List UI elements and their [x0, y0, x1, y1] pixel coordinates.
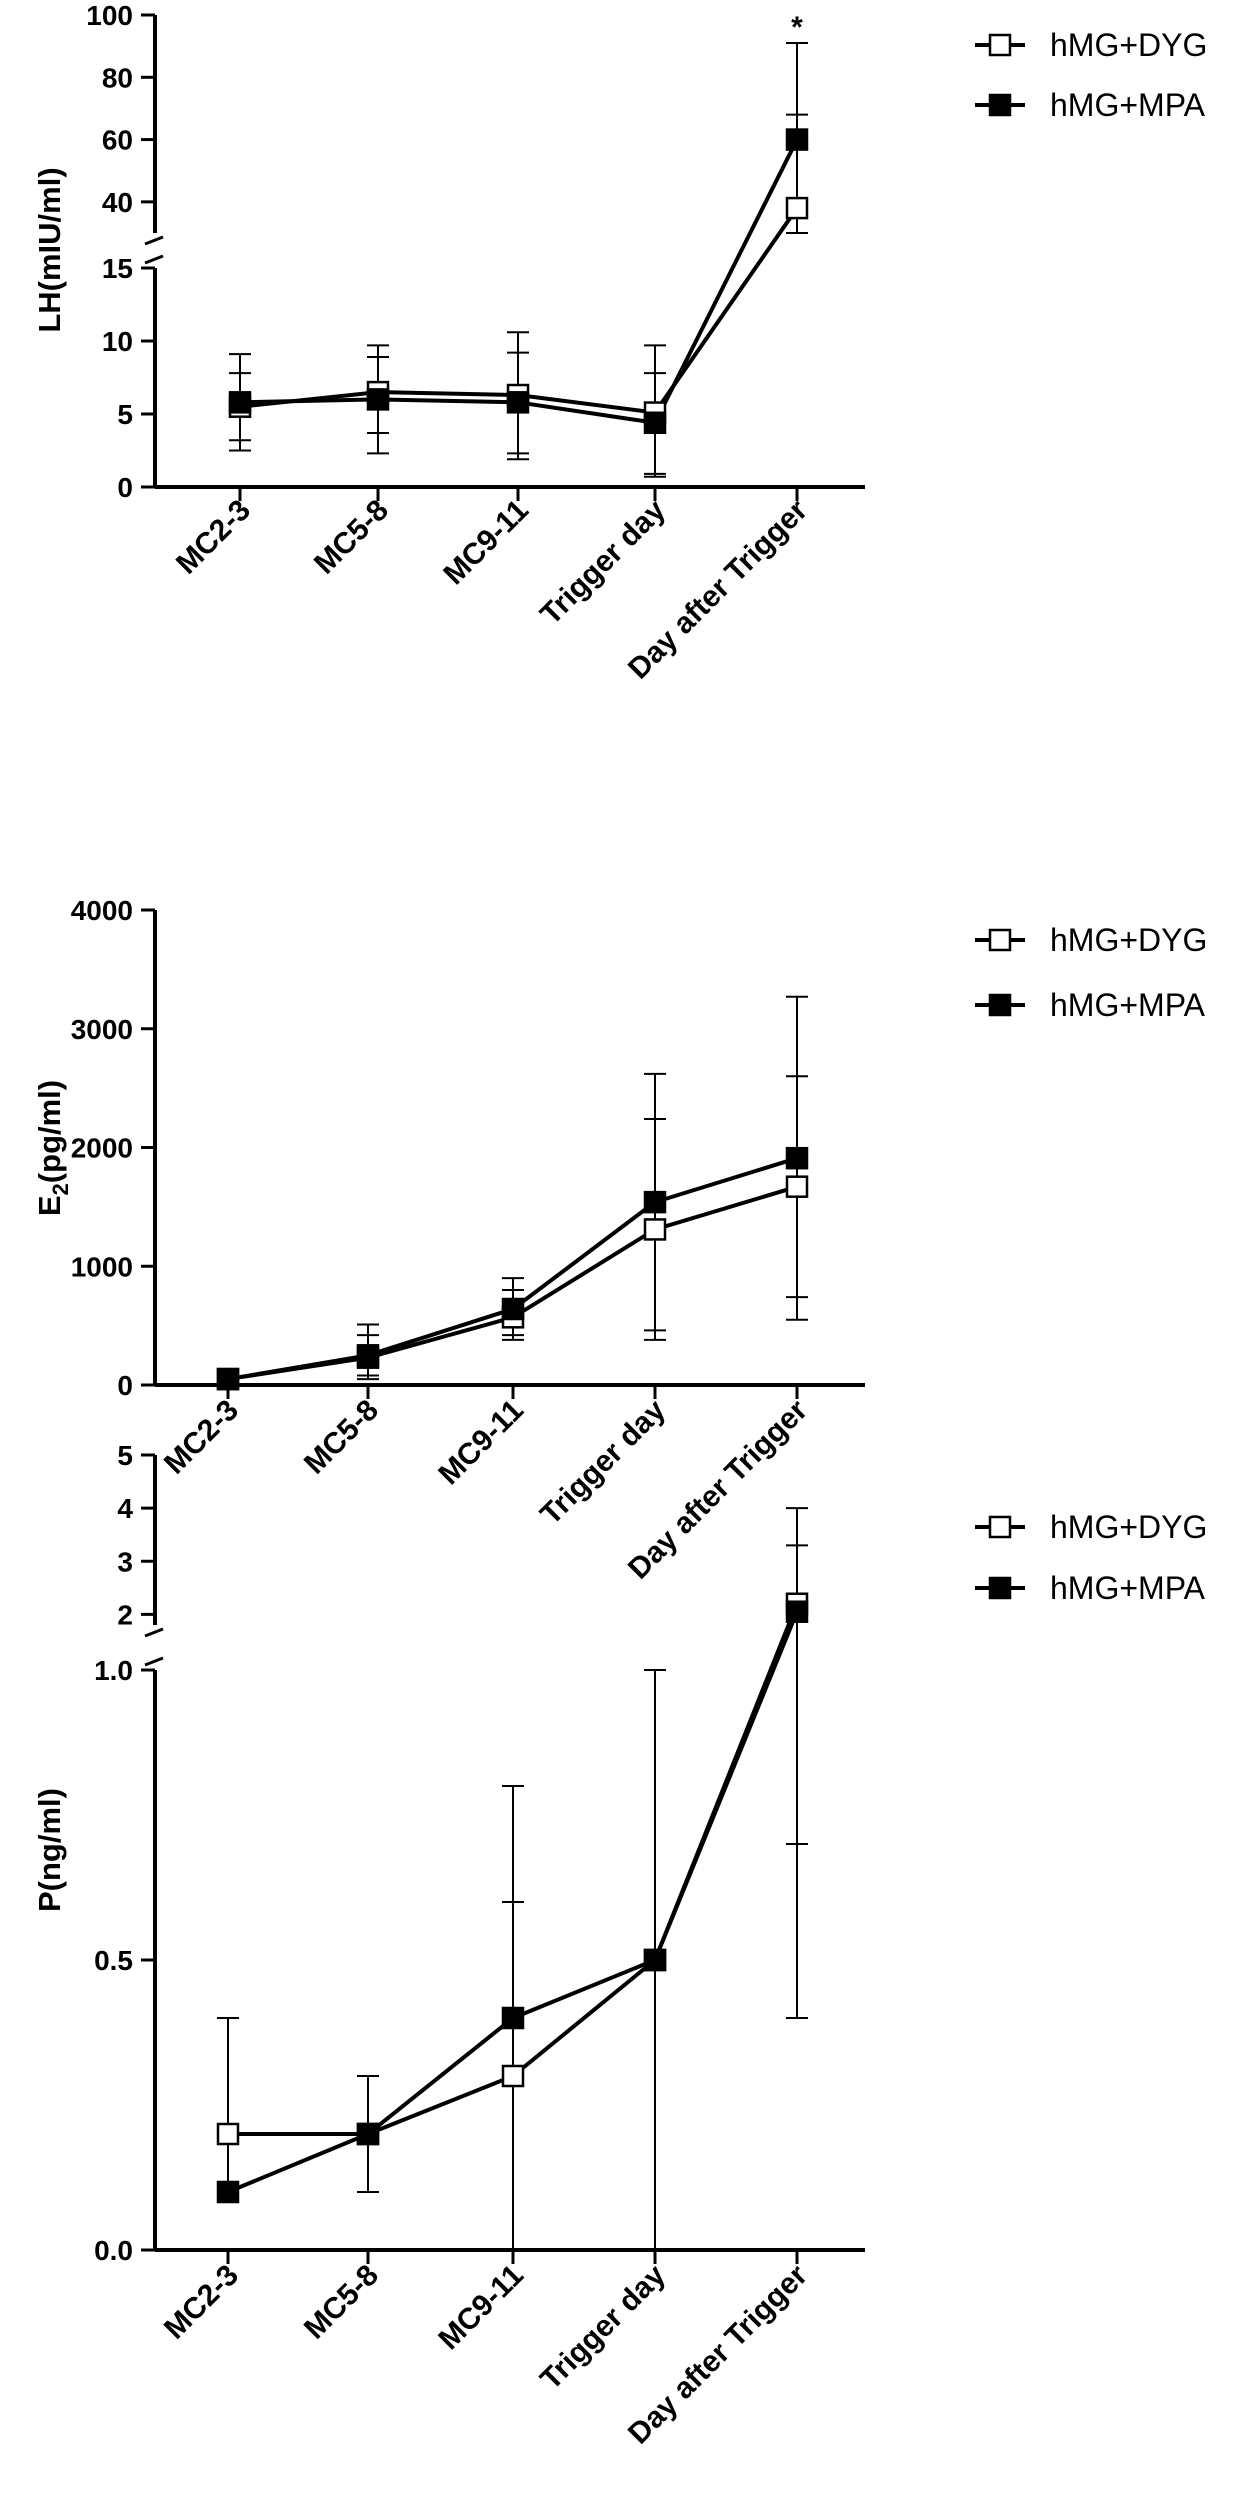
- axis-break-mark: [144, 254, 164, 265]
- legend-marker: [988, 928, 1012, 952]
- chart-panel-3: 0.0 0.5 1.0 2 3 4 5 P(ng/ml) MC2-3 MC5-8 MC9-11 Tri…: [32, 1440, 1207, 2451]
- data-point-filled: [785, 1146, 809, 1170]
- y-tick-label: 40: [102, 187, 133, 218]
- chart-panel-1: 0 5 10 15 40 60 80 100 LH(mIU/ml) MC2-3 MC5-8 MC9-1…: [32, 0, 1207, 686]
- axis-break-mark: [144, 235, 164, 246]
- x-tick-label: MC5-8: [308, 494, 395, 581]
- x-tick-label: Trigger day: [534, 2258, 672, 2396]
- x-tick-label: MC2-3: [170, 494, 257, 581]
- y-tick-label: 10: [102, 326, 133, 357]
- y-tick-label: 60: [102, 125, 133, 156]
- data-point-filled: [501, 1297, 525, 1321]
- legend-entry: hMG+MPA: [1050, 1570, 1206, 1606]
- legend-entry: hMG+DYG: [1050, 27, 1207, 63]
- data-point-filled: [785, 128, 809, 151]
- x-tick-label: MC2-3: [158, 2259, 245, 2346]
- data-point-open: [785, 196, 809, 220]
- y-axis-label: E2(pg/ml): [32, 1080, 73, 1216]
- y-tick-label: 0.0: [94, 2235, 133, 2266]
- legend-entry: hMG+DYG: [1050, 922, 1207, 958]
- y-tick-label: 0.5: [94, 1945, 133, 1976]
- axis-break-mark: [144, 1656, 164, 1667]
- data-point-filled: [785, 1600, 809, 1623]
- x-tick-label: MC2-3: [158, 1394, 245, 1481]
- legend-marker: [988, 93, 1012, 117]
- data-point-filled: [356, 1344, 380, 1367]
- y-tick-label: 3000: [71, 1014, 133, 1045]
- y-tick-label: 2: [117, 1599, 133, 1630]
- y-tick-label: 100: [86, 0, 133, 31]
- y-tick-label: 0: [117, 472, 133, 503]
- x-tick-label: Trigger day: [534, 1393, 672, 1531]
- data-point-filled: [643, 1190, 667, 1214]
- y-tick-label: 15: [102, 253, 133, 284]
- data-point-open: [216, 2122, 240, 2146]
- data-point-filled: [501, 2006, 525, 2030]
- series-line-2: [227, 1156, 798, 1382]
- y-tick-label: 1.0: [94, 1655, 133, 1686]
- y-tick-label: 5: [117, 1440, 133, 1471]
- chart-panel-2: 0 1000 2000 3000 4000 E2(pg/ml) MC2-3 MC5-8 MC9-…: [32, 895, 1207, 1586]
- y-axis-label: LH(mIU/ml): [32, 167, 67, 332]
- data-point-open: [643, 1218, 667, 1241]
- x-tick-label: MC9-11: [432, 1394, 530, 1492]
- x-tick-label: MC5-8: [298, 2259, 385, 2346]
- legend-entry: hMG+MPA: [1050, 987, 1206, 1023]
- data-point-filled: [216, 1367, 240, 1391]
- data-point-filled: [356, 2122, 380, 2146]
- legend-entry: hMG+MPA: [1050, 87, 1206, 123]
- data-point-filled: [643, 1948, 667, 1972]
- y-tick-label: 80: [102, 62, 133, 93]
- legend-entry: hMG+DYG: [1050, 1509, 1207, 1545]
- legend-marker: [988, 1515, 1012, 1539]
- x-tick-label: MC5-8: [298, 1394, 385, 1481]
- significance-marker: *: [791, 11, 803, 44]
- x-tick-label: Trigger day: [534, 493, 672, 631]
- x-tick-label: MC9-11: [437, 494, 535, 592]
- y-tick-label: 1000: [71, 1251, 133, 1282]
- x-tick-label: MC9-11: [432, 2259, 530, 2357]
- y-axis-label: P(ng/ml): [32, 1788, 67, 1912]
- data-point-filled: [643, 411, 667, 435]
- y-tick-label: 2000: [71, 1133, 133, 1164]
- legend-marker: [988, 993, 1012, 1017]
- legend-marker: [988, 33, 1012, 57]
- data-point-open: [501, 2064, 525, 2088]
- data-point-open: [785, 1175, 809, 1198]
- data-point-filled: [366, 388, 390, 411]
- y-tick-label: 0: [117, 1370, 133, 1401]
- data-point-filled: [228, 391, 252, 414]
- y-tick-label: 4000: [71, 895, 133, 926]
- y-tick-label: 5: [117, 399, 133, 430]
- data-point-filled: [216, 2180, 240, 2204]
- y-tick-label: 3: [117, 1546, 133, 1577]
- y-tick-label: 4: [117, 1493, 133, 1524]
- legend-marker: [988, 1576, 1012, 1600]
- axis-break-mark: [144, 1627, 164, 1638]
- data-point-filled: [506, 391, 530, 414]
